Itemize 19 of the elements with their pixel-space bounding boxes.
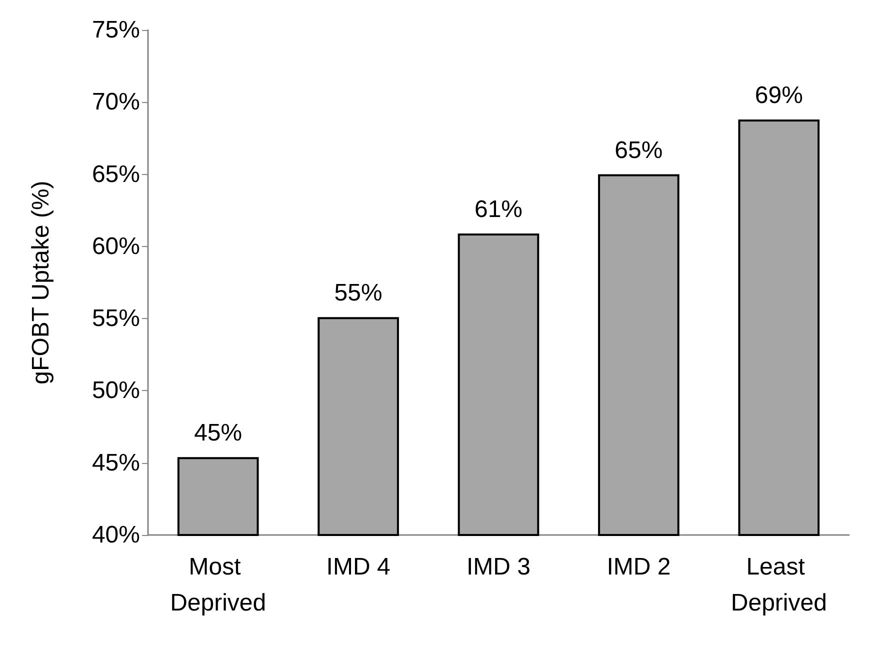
data-label: 61% [474,196,523,223]
y-tick-label: 75% [92,16,140,44]
x-tick-label: IMD 4 [326,554,390,580]
y-tick-label: 50% [92,377,140,404]
data-label: 55% [334,280,382,307]
y-tick-label: 40% [92,522,140,548]
y-tick-label: 70% [92,88,140,116]
x-tick-label: IMD 2 [606,554,671,580]
y-tick-label: 55% [92,305,140,332]
y-tick-label: 65% [92,160,140,188]
data-label: 69% [754,82,803,109]
y-tick-label: 60% [92,232,140,260]
y-tick-label: 45% [92,449,140,476]
data-label: 45% [194,420,242,447]
x-tick-label: Least Deprived [730,554,827,616]
y-axis-title: gFOBT Uptake (%) [28,180,54,384]
x-tick-label: IMD 3 [466,554,531,580]
data-label: 65% [614,136,663,164]
x-tick-label: Most Deprived [170,554,266,616]
